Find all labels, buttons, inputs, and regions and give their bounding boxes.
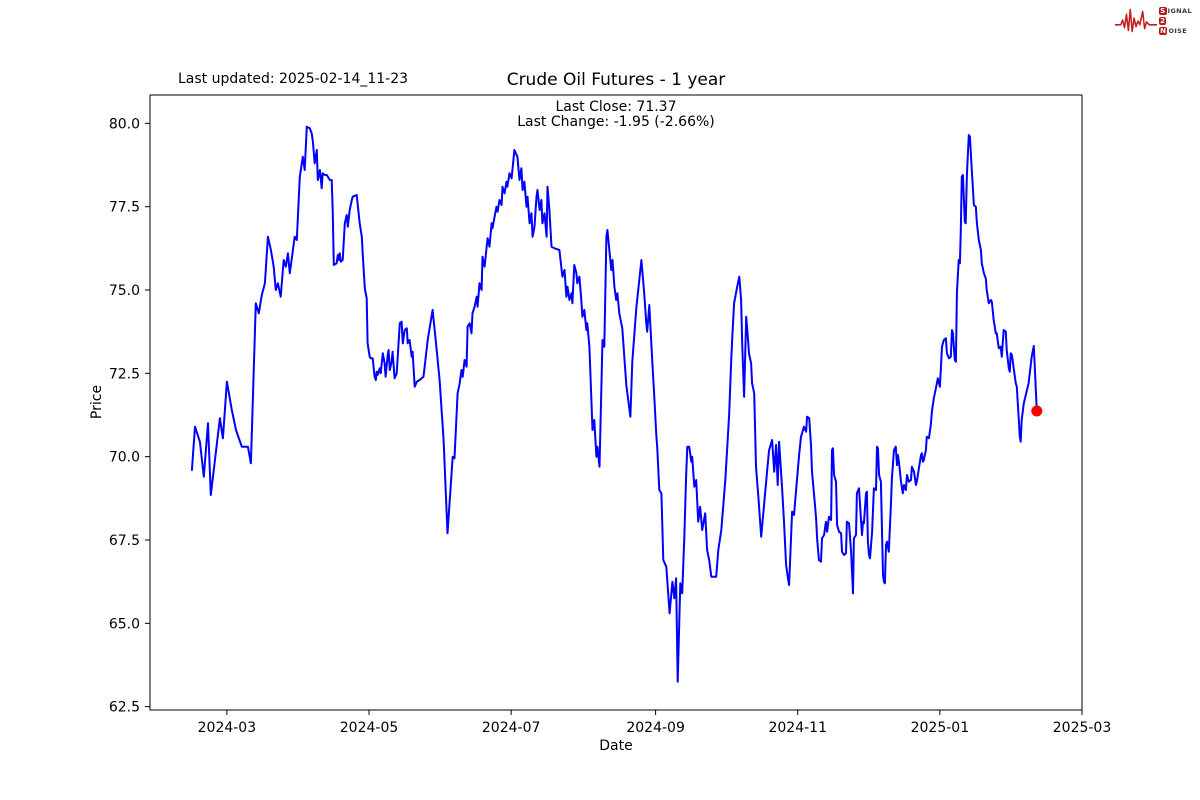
- last-price-dot: [1031, 405, 1043, 417]
- brand-row-2: 2: [1158, 17, 1192, 26]
- x-tick-label: 2024-07: [482, 720, 541, 736]
- subtitle-last-close: Last Close: 71.37: [555, 99, 677, 115]
- brand-text-ignal: IGNAL: [1167, 7, 1192, 15]
- brand-row-noise: N OISE: [1158, 27, 1192, 36]
- x-tick-label: 2024-03: [198, 720, 257, 736]
- price-line: [190, 125, 1038, 683]
- x-tick-label: 2025-03: [1053, 720, 1112, 736]
- y-tick-label: 62.5: [109, 700, 140, 716]
- y-tick-label: 75.0: [109, 283, 140, 299]
- brand-logo: S IGNAL 2 N OISE: [1114, 6, 1192, 36]
- brand-letter-2: 2: [1158, 17, 1167, 25]
- y-tick-label: 77.5: [109, 200, 140, 216]
- brand-row-signal: S IGNAL: [1158, 7, 1192, 16]
- brand-letter-n: N: [1158, 27, 1168, 35]
- brand-letter-s: S: [1158, 7, 1167, 15]
- heartbeat-waveform-icon: [1114, 8, 1157, 33]
- y-tick-label: 72.5: [109, 366, 140, 382]
- y-tick-label: 70.0: [109, 450, 140, 466]
- x-tick-label: 2024-09: [626, 720, 685, 736]
- x-axis-label: Date: [599, 738, 633, 754]
- plot-frame: [149, 94, 1083, 711]
- y-tick-label: 65.0: [109, 616, 140, 632]
- x-tick-label: 2025-01: [911, 720, 970, 736]
- x-tick-label: 2024-11: [768, 720, 827, 736]
- last-updated-annotation: Last updated: 2025-02-14_11-23: [178, 71, 409, 87]
- brand-text-oise: OISE: [1168, 27, 1188, 35]
- brand-wordmark: S IGNAL 2 N OISE: [1158, 7, 1192, 36]
- x-tick-label: 2024-05: [340, 720, 399, 736]
- y-tick-label: 67.5: [109, 533, 140, 549]
- y-tick-label: 80.0: [109, 116, 140, 132]
- subtitle-last-change: Last Change: -1.95 (-2.66%): [517, 114, 715, 130]
- chart-title: Crude Oil Futures - 1 year: [506, 70, 726, 90]
